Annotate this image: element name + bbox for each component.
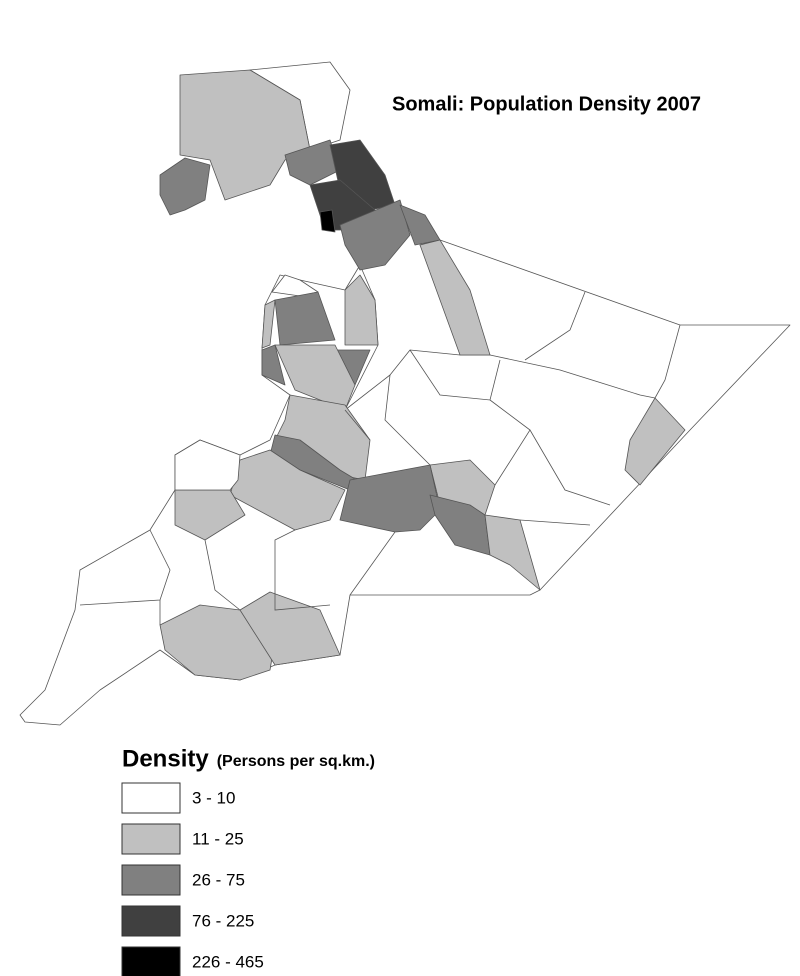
- boundary: [204, 539, 241, 611]
- legend-label: 3 - 10: [192, 788, 235, 807]
- boundary: [344, 409, 371, 441]
- region: [339, 199, 411, 271]
- boundary: [274, 529, 331, 611]
- map-title: Somali: Population Density 2007: [392, 93, 701, 115]
- region: [229, 449, 346, 531]
- boundary: [519, 519, 591, 526]
- region: [261, 344, 286, 386]
- region: [274, 344, 356, 411]
- boundary: [384, 374, 431, 466]
- region: [239, 591, 341, 666]
- region: [319, 209, 336, 233]
- region: [484, 514, 541, 591]
- legend-swatch: [121, 864, 181, 896]
- boundary: [349, 531, 396, 596]
- legend-subtitle: (Persons per sq.km.): [217, 753, 375, 770]
- legend-swatch: [121, 905, 181, 937]
- region: [159, 157, 211, 216]
- region: [344, 274, 379, 346]
- legend-swatch: [121, 823, 181, 855]
- legend-label: 76 - 225: [192, 911, 254, 930]
- boundary: [489, 354, 656, 399]
- legend-label: 226 - 465: [192, 952, 264, 971]
- legend-label: 11 - 25: [192, 829, 244, 848]
- region: [261, 299, 276, 349]
- legend-label: 26 - 75: [192, 870, 245, 889]
- legend-title: Density: [122, 745, 209, 772]
- boundary: [654, 324, 681, 399]
- boundary: [409, 349, 501, 401]
- boundary: [79, 529, 171, 606]
- legend-swatch: [121, 782, 181, 814]
- region: [271, 274, 319, 297]
- region: [179, 69, 311, 201]
- region: [159, 604, 276, 681]
- boundary: [524, 291, 586, 361]
- regions: [19, 61, 791, 726]
- region: [624, 397, 686, 486]
- region: [174, 439, 241, 491]
- legend-swatch: [121, 946, 181, 976]
- boundary: [529, 429, 611, 506]
- boundaries: [79, 291, 681, 625]
- region: [284, 139, 341, 186]
- region: [274, 291, 336, 346]
- legend: 3 - 10 11 - 25 26 - 75 76 - 225 226 - 465: [121, 782, 264, 976]
